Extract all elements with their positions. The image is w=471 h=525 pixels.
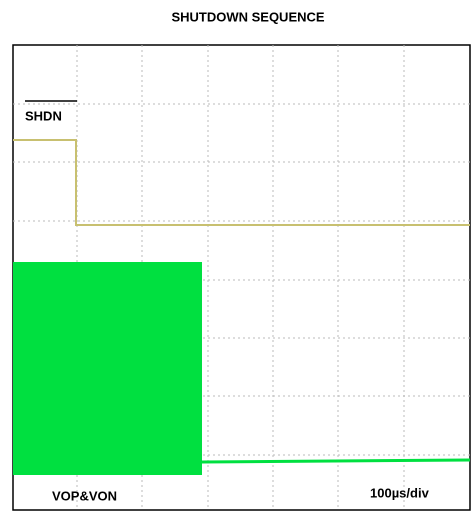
signal-label: SHDN — [25, 108, 62, 123]
figure-title: SHUTDOWN SEQUENCE — [171, 9, 324, 24]
timebase-label: 100µs/div — [370, 485, 430, 500]
shdn-trace — [13, 139, 470, 226]
output-burst — [13, 262, 202, 475]
trace-label: VOP&VON — [52, 488, 117, 503]
output-trace — [201, 458, 471, 464]
